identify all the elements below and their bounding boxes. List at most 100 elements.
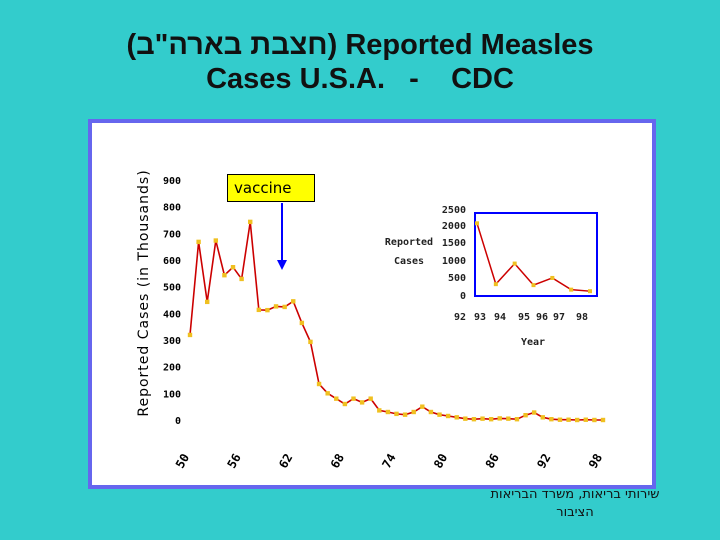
data-point — [557, 417, 563, 422]
data-point — [368, 396, 373, 401]
x-tick-label: 98 — [586, 451, 605, 471]
inset-data-point — [512, 261, 517, 266]
x-tick-label: 86 — [483, 451, 502, 471]
y-tick-label: 400 — [163, 309, 181, 320]
data-point — [549, 417, 554, 422]
data-point — [480, 416, 485, 421]
x-tick-label: 92 — [534, 451, 553, 471]
inset-data-point — [493, 282, 498, 287]
title-line-2: Cases U.S.A. - CDC — [206, 63, 514, 95]
inset-x-tick-label: 95 — [518, 312, 530, 323]
x-tick-label: 50 — [173, 451, 192, 471]
x-tick-label: 56 — [224, 451, 243, 471]
data-point — [239, 276, 244, 282]
inset-x-tick-label: 94 — [494, 312, 506, 323]
inset-y-tick-label: 1000 — [442, 256, 466, 267]
data-point — [385, 409, 391, 415]
x-tick-label: 62 — [276, 451, 295, 471]
data-point — [187, 332, 193, 338]
inset-x-tick-label: 97 — [553, 312, 565, 323]
data-point — [463, 416, 468, 421]
measles-chart: Reported Cases (in Thousands) 0 100 200 300 4… — [136, 169, 606, 471]
data-point — [196, 239, 201, 245]
chart-frame: Reported Cases (in Thousands) 0 100 200 300 4… — [88, 119, 656, 489]
inset-x-tick-label: 96 — [536, 312, 548, 323]
data-point — [506, 416, 511, 421]
y-tick-label: 200 — [163, 363, 181, 374]
inset-border — [474, 212, 598, 297]
data-point — [377, 408, 382, 413]
title-line-1: (חצבת בארה"ב) Reported Measles — [126, 29, 594, 61]
data-point — [420, 404, 425, 409]
inset-x-tick-label: 98 — [576, 312, 588, 323]
y-tick-label: 900 — [163, 176, 181, 187]
inset-y-tick-label: 2500 — [442, 205, 466, 216]
data-point — [428, 409, 434, 415]
data-point — [574, 417, 580, 423]
data-point — [359, 400, 365, 405]
data-point — [342, 401, 348, 407]
inset-y-tick-label: 500 — [448, 273, 466, 284]
data-point — [583, 417, 588, 422]
inset-data-point — [475, 221, 479, 226]
data-point — [299, 320, 305, 326]
data-point — [291, 299, 296, 304]
data-point — [351, 396, 356, 401]
inset-data-point — [550, 275, 555, 280]
data-point — [454, 415, 459, 420]
x-tick-label: 80 — [431, 451, 450, 471]
y-tick-label: 800 — [163, 203, 181, 214]
y-tick-label: 300 — [163, 336, 181, 347]
x-tick-label: 68 — [328, 451, 347, 471]
inset-y-label-line2: Cases — [394, 256, 424, 267]
data-point — [497, 416, 502, 421]
inset-series-line — [476, 223, 591, 292]
data-point — [523, 413, 528, 418]
data-point — [402, 412, 408, 417]
data-point — [273, 304, 279, 309]
data-point — [282, 304, 287, 310]
y-tick-label: 0 — [175, 416, 181, 427]
data-point — [222, 273, 227, 278]
y-axis-label: Reported Cases (in Thousands) — [136, 169, 152, 416]
inset-y-tick-label: 2000 — [442, 221, 466, 232]
data-point — [437, 412, 442, 417]
inset-data-point — [569, 287, 574, 292]
y-tick-label: 700 — [163, 229, 181, 240]
data-point — [256, 307, 262, 313]
data-point — [265, 307, 270, 313]
y-tick-label: 600 — [163, 256, 181, 267]
data-point — [411, 409, 416, 415]
data-point — [531, 410, 537, 415]
data-point — [213, 238, 219, 243]
data-point — [308, 339, 313, 345]
data-point — [334, 396, 339, 401]
data-point — [471, 417, 477, 422]
data-point — [394, 411, 399, 417]
data-point — [600, 417, 606, 423]
y-tick-label: 500 — [163, 283, 181, 294]
data-point — [592, 417, 597, 423]
inset-y-tick-label: 1500 — [442, 238, 466, 249]
inset-x-tick-label: 93 — [474, 312, 486, 323]
data-point — [325, 391, 330, 396]
data-point — [566, 417, 571, 422]
data-point — [445, 413, 451, 419]
data-point — [248, 219, 253, 225]
data-point — [514, 417, 520, 422]
data-point — [316, 381, 322, 387]
vaccine-annotation: vaccine — [227, 174, 315, 202]
inset-y-tick-label: 0 — [460, 291, 466, 302]
data-point — [488, 417, 494, 422]
footer-credit: שירותי בריאות, משרד הבריאות הציבור — [490, 487, 660, 520]
inset-x-tick-label: 92 — [454, 312, 466, 323]
x-tick-label: 74 — [379, 451, 398, 471]
inset-x-label: Year — [521, 337, 545, 348]
vaccine-arrow-head — [277, 260, 287, 270]
y-tick-label: 100 — [163, 389, 181, 400]
data-point — [230, 265, 236, 270]
inset-data-point — [588, 289, 592, 294]
inset-y-label-line1: Reported — [385, 237, 433, 248]
data-point — [205, 299, 210, 305]
inset-data-point — [531, 283, 536, 288]
